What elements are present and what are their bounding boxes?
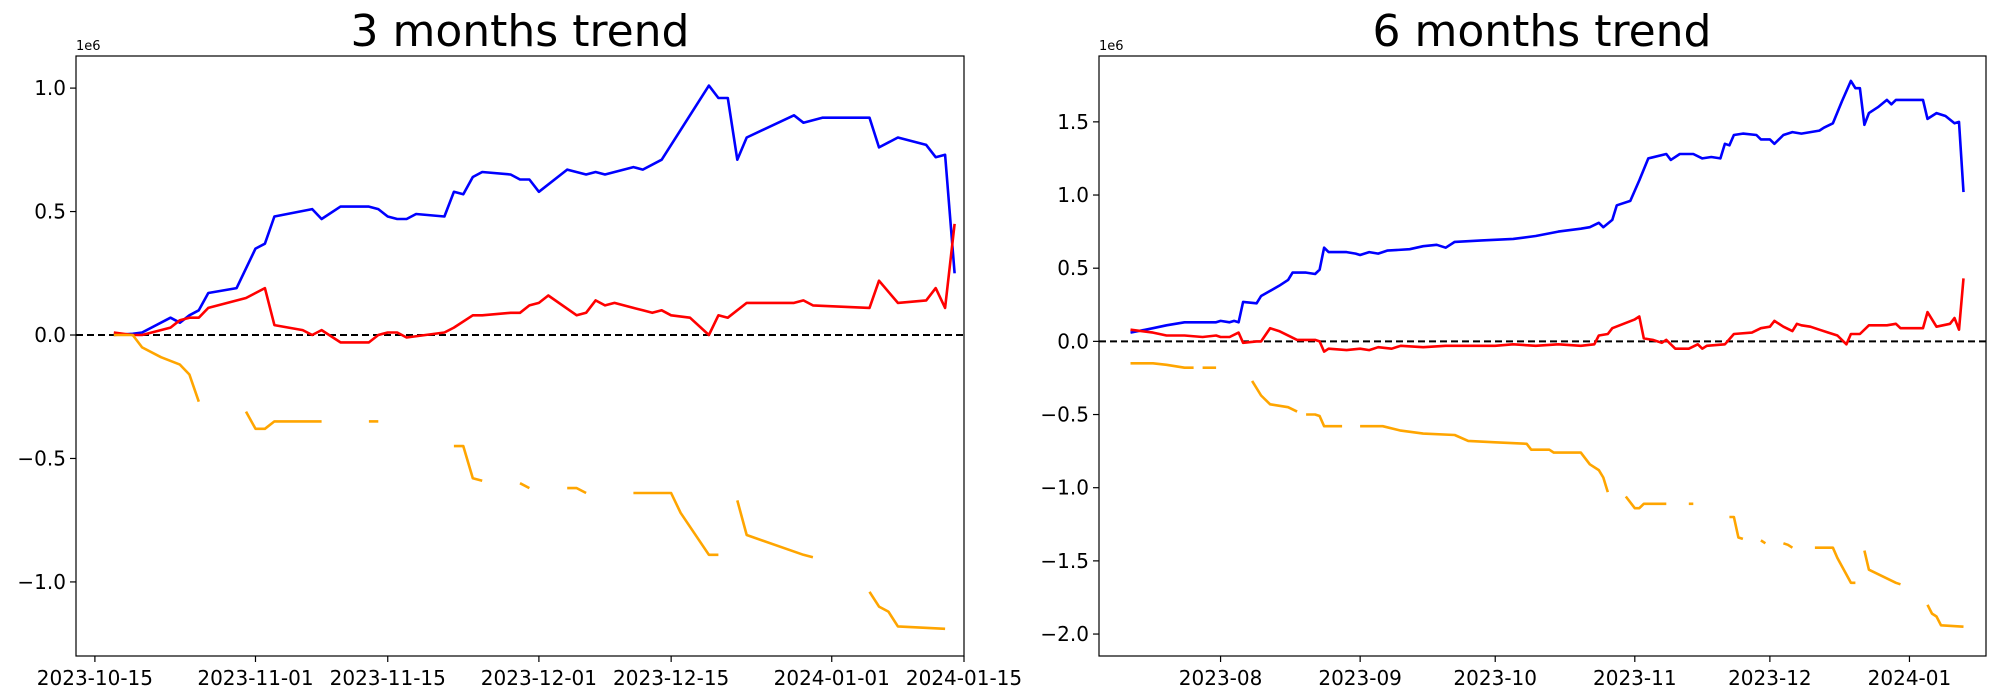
series-2-line [113,333,201,403]
y-tick-label: 1.5 [1057,110,1089,134]
x-tick-label: 2023-11-15 [330,666,446,690]
y-tick-label: 0.0 [34,323,66,347]
plot-frame [75,55,965,657]
y-tick-label: 1.0 [1057,183,1089,207]
x-tick-label: 2023-11-01 [197,666,313,690]
series-2-line [1624,495,1667,510]
series-2-line [519,482,531,490]
series-2-line [1360,424,1610,493]
chart-title: 6 months trend [1373,6,1712,57]
y-tick-label: 1.0 [34,76,66,100]
x-tick-label: 2023-12 [1728,666,1812,690]
series-2-line [868,591,946,631]
series-2-line [1814,546,1856,585]
series-1-line [1130,278,1965,353]
y-tick-label: 0.5 [34,200,66,224]
x-tick-label: 2023-08 [1179,666,1263,690]
x-tick-label: 2023-10 [1453,666,1537,690]
series-2-line [1863,550,1901,586]
series-0-line [1130,79,1965,334]
plot-area: −1.0 −0.5 0.0 0.5 1.0 2023-10-15 2023-11-01 202… [17,76,1022,690]
y-tick-label: 0.5 [1057,256,1089,280]
y-tick-label: 0.0 [1057,329,1089,353]
y-tick-label: −2.0 [1040,622,1089,646]
series-2-line [1782,542,1794,549]
y-tick-label: −1.5 [1040,549,1089,573]
chart-title: 3 months trend [351,6,690,57]
series-2-line [633,491,719,557]
y-tick-label: −1.0 [17,570,66,594]
series-2-line [1926,604,1964,628]
y-axis-offset-label: 1e6 [1099,39,1124,54]
x-tick-label: 2023-11 [1593,666,1677,690]
chart-3-months: 3 months trend 1e6 −1.0 −0.5 0.0 0.5 1.0 2023… [17,6,1022,690]
x-tick-label: 2023-10-15 [37,666,153,690]
series-2-line [736,500,814,559]
series-2-line [1729,515,1744,541]
series-0-line [113,84,956,337]
x-tick-label: 2023-09 [1318,666,1402,690]
plot-frame [1098,55,1987,657]
y-tick-label: −0.5 [17,446,66,470]
chart-6-months: 6 months trend 1e6 −2.0 −1.5 −1.0 −0.5 0.0 0.… [1040,6,1987,690]
x-tick-label: 2023-12-15 [613,666,729,690]
x-tick-label: 2024-01-01 [774,666,890,690]
series-2-line [244,410,322,431]
series-2-line [567,486,587,495]
x-tick-label: 2024-01 [1868,666,1952,690]
series-2-line [1760,539,1767,545]
y-axis-offset-label: 1e6 [76,39,101,54]
x-tick-label: 2023-12-01 [481,666,597,690]
plot-area: −2.0 −1.5 −1.0 −0.5 0.0 0.5 1.0 1.5 2023-08 2023-… [1040,79,1986,690]
series-2-line [453,444,483,482]
y-tick-label: −0.5 [1040,403,1089,427]
series-2-line [1306,413,1343,428]
x-tick-label: 2024-01-15 [906,666,1022,690]
series-2-line [1130,361,1194,370]
series-2-line [1250,380,1298,413]
y-tick-label: −1.0 [1040,476,1089,500]
series-1-line [113,223,956,344]
